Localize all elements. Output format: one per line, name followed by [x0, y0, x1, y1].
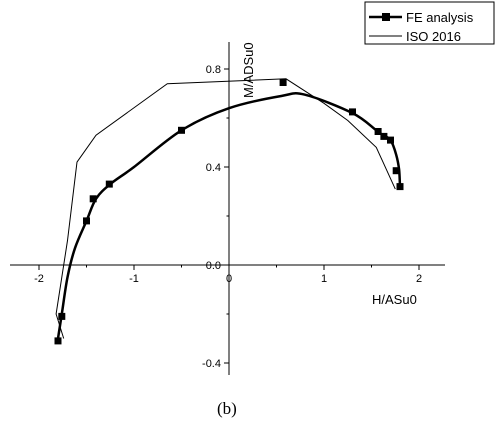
fe-analysis-marker [89, 195, 97, 203]
fe-analysis-marker [387, 136, 394, 144]
x-axis-title: H/ASu0 [372, 292, 417, 307]
fe-analysis-marker [178, 126, 185, 134]
x-tick-label: 2 [416, 273, 422, 285]
iso-2016-line [55, 78, 396, 339]
fe-analysis-marker [380, 132, 388, 140]
ticks: -2 -1 0 1 2 -0.4 0.0 0.4 0.8 [34, 64, 422, 370]
figure-caption: (b) [217, 399, 237, 418]
legend-fe-analysis-label: FE analysis [406, 10, 474, 25]
fe-analysis-marker [54, 337, 62, 345]
x-tick-label: 0 [226, 273, 232, 285]
y-tick-label: -0.4 [202, 358, 221, 370]
x-tick-label: 1 [321, 273, 327, 285]
y-axis-title: M/ADSu0 [241, 42, 256, 98]
fe-analysis-marker [83, 217, 90, 225]
y-tick-label: 0.4 [206, 162, 221, 174]
legend-fe-marker-sample [382, 13, 390, 21]
series [54, 78, 404, 345]
fe-analysis-marker [349, 108, 356, 116]
y-tick-label: 0.8 [206, 64, 221, 76]
y-tick-label: 0.0 [206, 260, 221, 272]
fe-analysis-marker [396, 183, 404, 191]
x-tick-label: -2 [34, 273, 44, 285]
fe-analysis-marker [58, 312, 66, 320]
fe-analysis-marker [392, 167, 400, 175]
fe-analysis-marker [279, 79, 287, 86]
axes [10, 42, 445, 375]
legend-iso-2016-label: ISO 2016 [406, 29, 461, 44]
x-tick-label: -1 [129, 273, 139, 285]
fe-analysis-marker [374, 128, 382, 135]
legend-box [364, 1, 495, 45]
fe-analysis-marker [105, 180, 113, 188]
legend: FE analysis ISO 2016 [364, 1, 495, 45]
